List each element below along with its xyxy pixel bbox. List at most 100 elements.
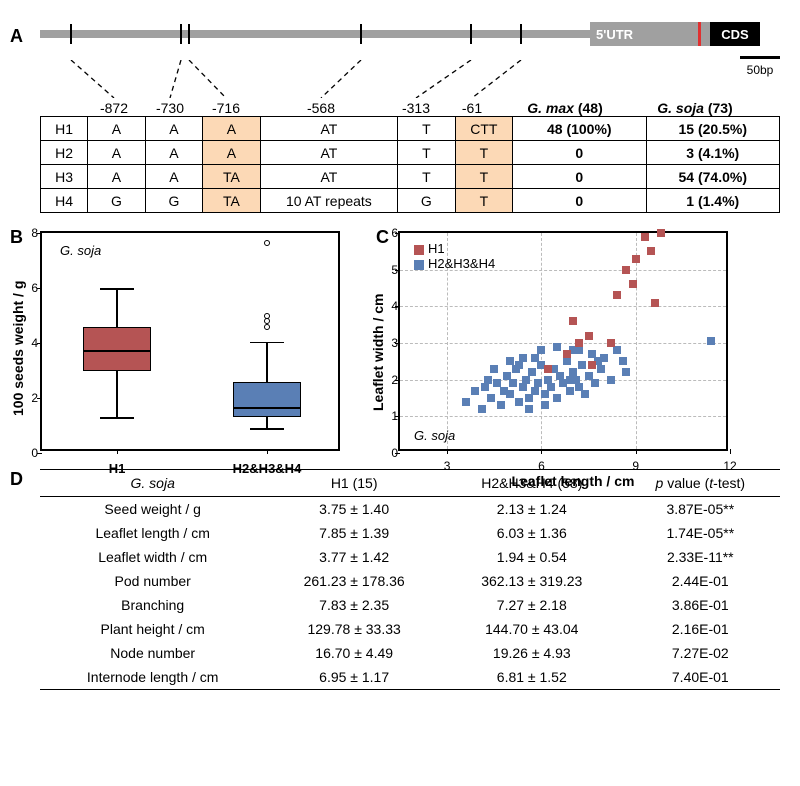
haplotype-table: H1AAAATTCTT48 (100%)15 (20.5%)H2AAAATTT0… bbox=[40, 116, 780, 213]
trait: Pod number bbox=[40, 569, 265, 593]
position-label: -61 bbox=[444, 100, 500, 116]
scatter-point-h234 bbox=[534, 379, 542, 387]
stats-row: Branching7.83 ± 2.357.27 ± 2.183.86E-01 bbox=[40, 593, 780, 617]
gmax-count: 48 (100%) bbox=[513, 117, 646, 141]
boxplot: G. soja02468H1H2&H3&H4 bbox=[40, 231, 340, 451]
haplotype-row: H1AAAATTCTT48 (100%)15 (20.5%) bbox=[41, 117, 780, 141]
p-value: 2.16E-01 bbox=[621, 617, 780, 641]
scatter-point-h1 bbox=[585, 332, 593, 340]
scatter-point-h234 bbox=[506, 357, 514, 365]
allele-cell: T bbox=[398, 117, 455, 141]
scatter-point-h1 bbox=[575, 339, 583, 347]
variant-tick bbox=[520, 24, 522, 44]
ytick-label: 0 bbox=[18, 446, 38, 460]
scatter-point-h1 bbox=[622, 266, 630, 274]
position-label: -568 bbox=[254, 100, 388, 116]
scatter-point-h234 bbox=[566, 387, 574, 395]
scatter-point-h234 bbox=[531, 387, 539, 395]
allele-cell: A bbox=[88, 141, 145, 165]
trait: Seed weight / g bbox=[40, 497, 265, 522]
allele-cell: 10 AT repeats bbox=[260, 189, 398, 213]
scatter-legend: H1H2&H3&H4 bbox=[414, 241, 495, 271]
scatter-species-label: G. soja bbox=[414, 428, 455, 443]
stats-header-pval: p value (t-test) bbox=[621, 470, 780, 497]
trait: Node number bbox=[40, 641, 265, 665]
legend-label: H1 bbox=[428, 241, 445, 256]
figure: A 5'UTRCDS 50bp -872-730-716-568-313-61G… bbox=[10, 20, 790, 690]
allele-cell: G bbox=[398, 189, 455, 213]
ytick-label: 4 bbox=[378, 299, 398, 313]
allele-cell: AT bbox=[260, 165, 398, 189]
scatter-point-h1 bbox=[651, 299, 659, 307]
stats-row: Leaflet length / cm7.85 ± 1.396.03 ± 1.3… bbox=[40, 521, 780, 545]
stats-header-species: G. soja bbox=[40, 470, 265, 497]
scatter-point-h234 bbox=[553, 343, 561, 351]
p-value: 3.87E-05** bbox=[621, 497, 780, 522]
scatter-point-h234 bbox=[607, 376, 615, 384]
scatter-point-h1 bbox=[607, 339, 615, 347]
h1-value: 7.83 ± 2.35 bbox=[265, 593, 443, 617]
scatter-point-h234 bbox=[566, 376, 574, 384]
haplotype-row: H3AATAATTT054 (74.0%) bbox=[41, 165, 780, 189]
scatter-point-h1 bbox=[629, 280, 637, 288]
trait: Internode length / cm bbox=[40, 665, 265, 690]
haplotype-id: H3 bbox=[41, 165, 88, 189]
variant-tick bbox=[470, 24, 472, 44]
ytick-label: 5 bbox=[378, 263, 398, 277]
scatter-point-h234 bbox=[509, 379, 517, 387]
utr-box: 5'UTR bbox=[590, 22, 710, 46]
scatter-point-h234 bbox=[519, 383, 527, 391]
ytick-label: 6 bbox=[378, 226, 398, 240]
allele-cell: A bbox=[88, 165, 145, 189]
scatter-point-h234 bbox=[515, 361, 523, 369]
allele-cell: A bbox=[145, 165, 202, 189]
stats-row: Internode length / cm6.95 ± 1.176.81 ± 1… bbox=[40, 665, 780, 690]
allele-cell: T bbox=[455, 141, 512, 165]
scatter-point-h234 bbox=[522, 376, 530, 384]
gsoja-count: 3 (4.1%) bbox=[646, 141, 780, 165]
scatter-point-h234 bbox=[613, 346, 621, 354]
species-header: G. soja (73) bbox=[630, 100, 760, 116]
scatter-point-h1 bbox=[569, 317, 577, 325]
scatter-point-h234 bbox=[478, 405, 486, 413]
stats-row: Plant height / cm129.78 ± 33.33144.70 ± … bbox=[40, 617, 780, 641]
h1-value: 3.77 ± 1.42 bbox=[265, 545, 443, 569]
panel-c: C Leaflet width / cm 012345636912H1H2&H3… bbox=[398, 231, 728, 451]
haplotype-id: H2 bbox=[41, 141, 88, 165]
scatter-point-h234 bbox=[707, 337, 715, 345]
scatter-plot: 012345636912H1H2&H3&H4G. soja bbox=[398, 231, 728, 451]
scatter-point-h234 bbox=[519, 354, 527, 362]
stats-header-row: G. sojaH1 (15)H2&H3&H4 (58)p value (t-te… bbox=[40, 470, 780, 497]
scalebar-bar bbox=[740, 56, 780, 59]
haplotype-row: H2AAAATTT03 (4.1%) bbox=[41, 141, 780, 165]
trait: Plant height / cm bbox=[40, 617, 265, 641]
allele-cell: CTT bbox=[455, 117, 512, 141]
scatter-point-h234 bbox=[622, 368, 630, 376]
legend-swatch bbox=[414, 245, 424, 255]
scatter-point-h234 bbox=[563, 357, 571, 365]
h234-value: 2.13 ± 1.24 bbox=[443, 497, 621, 522]
allele-cell: T bbox=[455, 189, 512, 213]
scatter-point-h234 bbox=[481, 383, 489, 391]
gsoja-count: 15 (20.5%) bbox=[646, 117, 780, 141]
scatter-point-h234 bbox=[528, 368, 536, 376]
scatter-point-h234 bbox=[581, 390, 589, 398]
panel-d-label: D bbox=[10, 469, 23, 490]
scatter-point-h234 bbox=[541, 401, 549, 409]
outlier bbox=[264, 313, 270, 319]
gmax-count: 0 bbox=[513, 189, 646, 213]
trait: Branching bbox=[40, 593, 265, 617]
p-value: 7.40E-01 bbox=[621, 665, 780, 690]
allele-cell: AT bbox=[260, 117, 398, 141]
h234-value: 7.27 ± 2.18 bbox=[443, 593, 621, 617]
scatter-point-h234 bbox=[553, 394, 561, 402]
h234-value: 362.13 ± 319.23 bbox=[443, 569, 621, 593]
variant-tick bbox=[180, 24, 182, 44]
scatter-point-h234 bbox=[515, 398, 523, 406]
ytick-label: 6 bbox=[18, 281, 38, 295]
scatter-point-h1 bbox=[544, 365, 552, 373]
h1-value: 16.70 ± 4.49 bbox=[265, 641, 443, 665]
h234-value: 19.26 ± 4.93 bbox=[443, 641, 621, 665]
haplotype-id: H1 bbox=[41, 117, 88, 141]
scatter-point-h1 bbox=[641, 233, 649, 241]
